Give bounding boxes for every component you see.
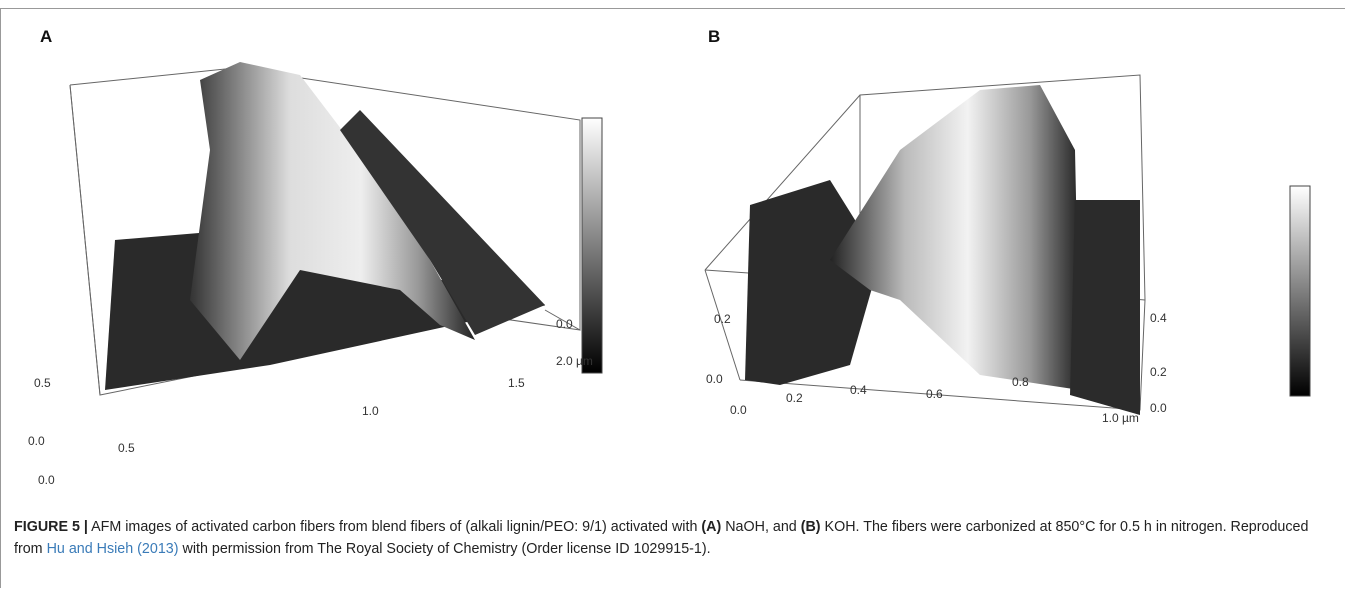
axis-tick-label: 2.0 µm [556,354,593,368]
axis-tick-label: 0.0 [556,317,573,331]
axis-tick-label: 0.5 [118,441,135,455]
axis-tick-label: 1.0 [362,404,379,418]
figure-caption: FIGURE 5 | AFM images of activated carbo… [14,516,1324,560]
axis-tick-label: 1.5 [508,376,525,390]
caption-panel-ref: (B) [800,519,821,535]
axis-tick-label: 0.4 [1150,311,1167,325]
axis-tick-label: 0.8 [1012,375,1029,389]
caption-text: NaOH, and [721,519,801,535]
figure-image: A 0.0 0.5 0.0 0.5 1.0 1.5 2.0 µm 0.0 B 0.0 0.2 0.0 0.… [28,27,1311,487]
panel-label: B [708,27,720,46]
caption-label: FIGURE 5 | [14,519,88,535]
axis-tick-label: 0.2 [1150,365,1167,379]
caption-text: with permission from The Royal Society o… [178,541,711,557]
axis-tick-label: 0.2 [786,391,803,405]
axis-tick-label: 1.0 µm [1102,411,1139,425]
axis-tick-label: 0.0 [730,403,747,417]
caption-text: KOH. The fibers were carbonized at 850°C… [14,519,1309,557]
axis-tick-label: 0.0 [28,434,45,448]
axis-tick-label: 0.0 [38,473,55,487]
panel-label: A [40,27,52,46]
caption-text: AFM images of activated carbon fibers fr… [87,519,702,535]
axis-tick-label: 0.0 [1150,401,1167,415]
afm-image-b [704,74,1311,415]
axis-tick-label: 0.5 [34,376,51,390]
citation-link[interactable]: Hu and Hsieh (2013) [46,541,179,557]
caption-panel-ref: (A) [701,519,722,535]
axis-tick-label: 0.4 [850,383,867,397]
axis-tick-label: 0.2 [714,312,731,326]
axis-tick-label: 0.0 [706,372,723,386]
afm-image-a [69,62,603,396]
figure-frame [0,8,1345,588]
axis-tick-label: 0.6 [926,387,943,401]
